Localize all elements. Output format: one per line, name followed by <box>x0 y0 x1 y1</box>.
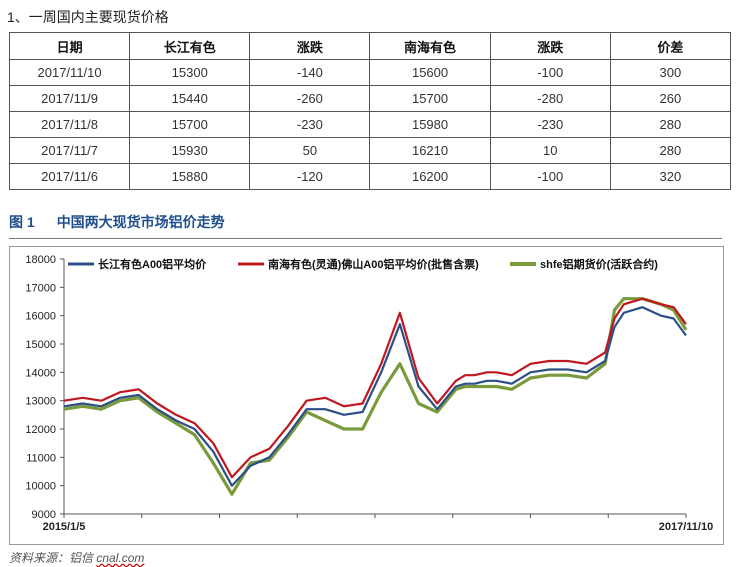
cell-date: 2017/11/6 <box>8 163 131 190</box>
cell-changjiang: 15440 <box>129 85 251 112</box>
cell-spread: 260 <box>609 85 732 112</box>
cell-date: 2017/11/7 <box>8 137 131 164</box>
y-tick-label: 15000 <box>25 339 56 351</box>
cell-change: -280 <box>489 85 611 112</box>
cell-date: 2017/11/10 <box>8 59 131 86</box>
x-end-label: 2017/11/10 <box>659 521 713 533</box>
series-line-1 <box>63 297 687 479</box>
cell-change: -140 <box>249 59 371 86</box>
spot-price-table: 日期 长江有色 涨跌 南海有色 涨跌 价差 2017/11/10 15300 -… <box>8 32 732 190</box>
cell-change: -230 <box>489 111 611 138</box>
cell-change: 10 <box>489 137 611 164</box>
title-divider <box>9 238 722 239</box>
cell-nanhai: 15600 <box>369 59 491 86</box>
x-start-label: 2015/1/5 <box>43 521 86 533</box>
y-tick-label: 16000 <box>25 311 56 323</box>
y-tick-label: 10000 <box>25 481 56 493</box>
figure-caption: 中国两大现货市场铝价走势 <box>56 214 225 230</box>
y-tick-label: 14000 <box>25 367 56 379</box>
table-row: 2017/11/6 15880 -120 16200 -100 320 <box>8 163 732 190</box>
legend-label-2: shfe铝期货价(活跃合约) <box>540 257 658 271</box>
cell-change: -100 <box>489 59 611 86</box>
header-nanhai: 南海有色 <box>369 32 491 60</box>
y-tick-label: 18000 <box>25 254 56 266</box>
source-label: 资料来源：铝信 <box>9 551 94 565</box>
cell-date: 2017/11/8 <box>8 111 131 138</box>
chart-frame: 18000 17000 16000 15000 14000 13000 12000 11000… <box>9 246 724 545</box>
cell-nanhai: 16200 <box>369 163 491 190</box>
legend-label-0: 长江有色A00铝平均价 <box>98 257 207 271</box>
cell-change: 50 <box>249 137 371 164</box>
table-row: 2017/11/7 15930 50 16210 10 280 <box>8 137 732 164</box>
cell-changjiang: 15700 <box>129 111 251 138</box>
series-line-0 <box>63 306 687 487</box>
table-header-row: 日期 长江有色 涨跌 南海有色 涨跌 价差 <box>8 32 732 60</box>
cell-nanhai: 15980 <box>369 111 491 138</box>
figure-label: 图 1 <box>9 214 35 230</box>
header-change: 涨跌 <box>249 32 371 60</box>
cell-date: 2017/11/9 <box>8 85 131 112</box>
y-tick-label: 13000 <box>25 396 56 408</box>
header-change: 涨跌 <box>489 32 611 60</box>
series-line-2 <box>63 297 688 496</box>
cell-spread: 280 <box>609 137 732 164</box>
y-tick-label: 12000 <box>25 424 56 436</box>
price-line-chart: 18000 17000 16000 15000 14000 13000 12000 11000… <box>25 254 713 533</box>
cell-change: -230 <box>249 111 371 138</box>
header-spread: 价差 <box>609 32 732 60</box>
cell-changjiang: 15930 <box>129 137 251 164</box>
cell-nanhai: 16210 <box>369 137 491 164</box>
cell-spread: 320 <box>609 163 732 190</box>
table-row: 2017/11/10 15300 -140 15600 -100 300 <box>8 59 732 86</box>
table-row: 2017/11/8 15700 -230 15980 -230 280 <box>8 111 732 138</box>
header-date: 日期 <box>8 32 131 60</box>
y-tick-label: 9000 <box>32 509 56 521</box>
y-tick-label: 11000 <box>26 452 56 464</box>
source-site: cnal.com <box>96 551 145 565</box>
cell-change: -120 <box>249 163 371 190</box>
legend-label-1: 南海有色(灵通)佛山A00铝平均价(批售含票) <box>268 257 479 271</box>
cell-spread: 280 <box>609 111 732 138</box>
cell-changjiang: 15880 <box>129 163 251 190</box>
cell-change: -100 <box>489 163 611 190</box>
cell-changjiang: 15300 <box>129 59 251 86</box>
table-row: 2017/11/9 15440 -260 15700 -280 260 <box>8 85 732 112</box>
cell-spread: 300 <box>609 59 732 86</box>
section-title: 1、一周国内主要现货价格 <box>7 9 169 25</box>
cell-change: -260 <box>249 85 371 112</box>
source-note: 资料来源：铝信 cnal.com <box>9 549 144 566</box>
y-tick-label: 17000 <box>25 282 56 294</box>
figure-title: 图 1 中国两大现货市场铝价走势 <box>9 212 225 232</box>
cell-nanhai: 15700 <box>369 85 491 112</box>
header-changjiang: 长江有色 <box>129 32 251 60</box>
